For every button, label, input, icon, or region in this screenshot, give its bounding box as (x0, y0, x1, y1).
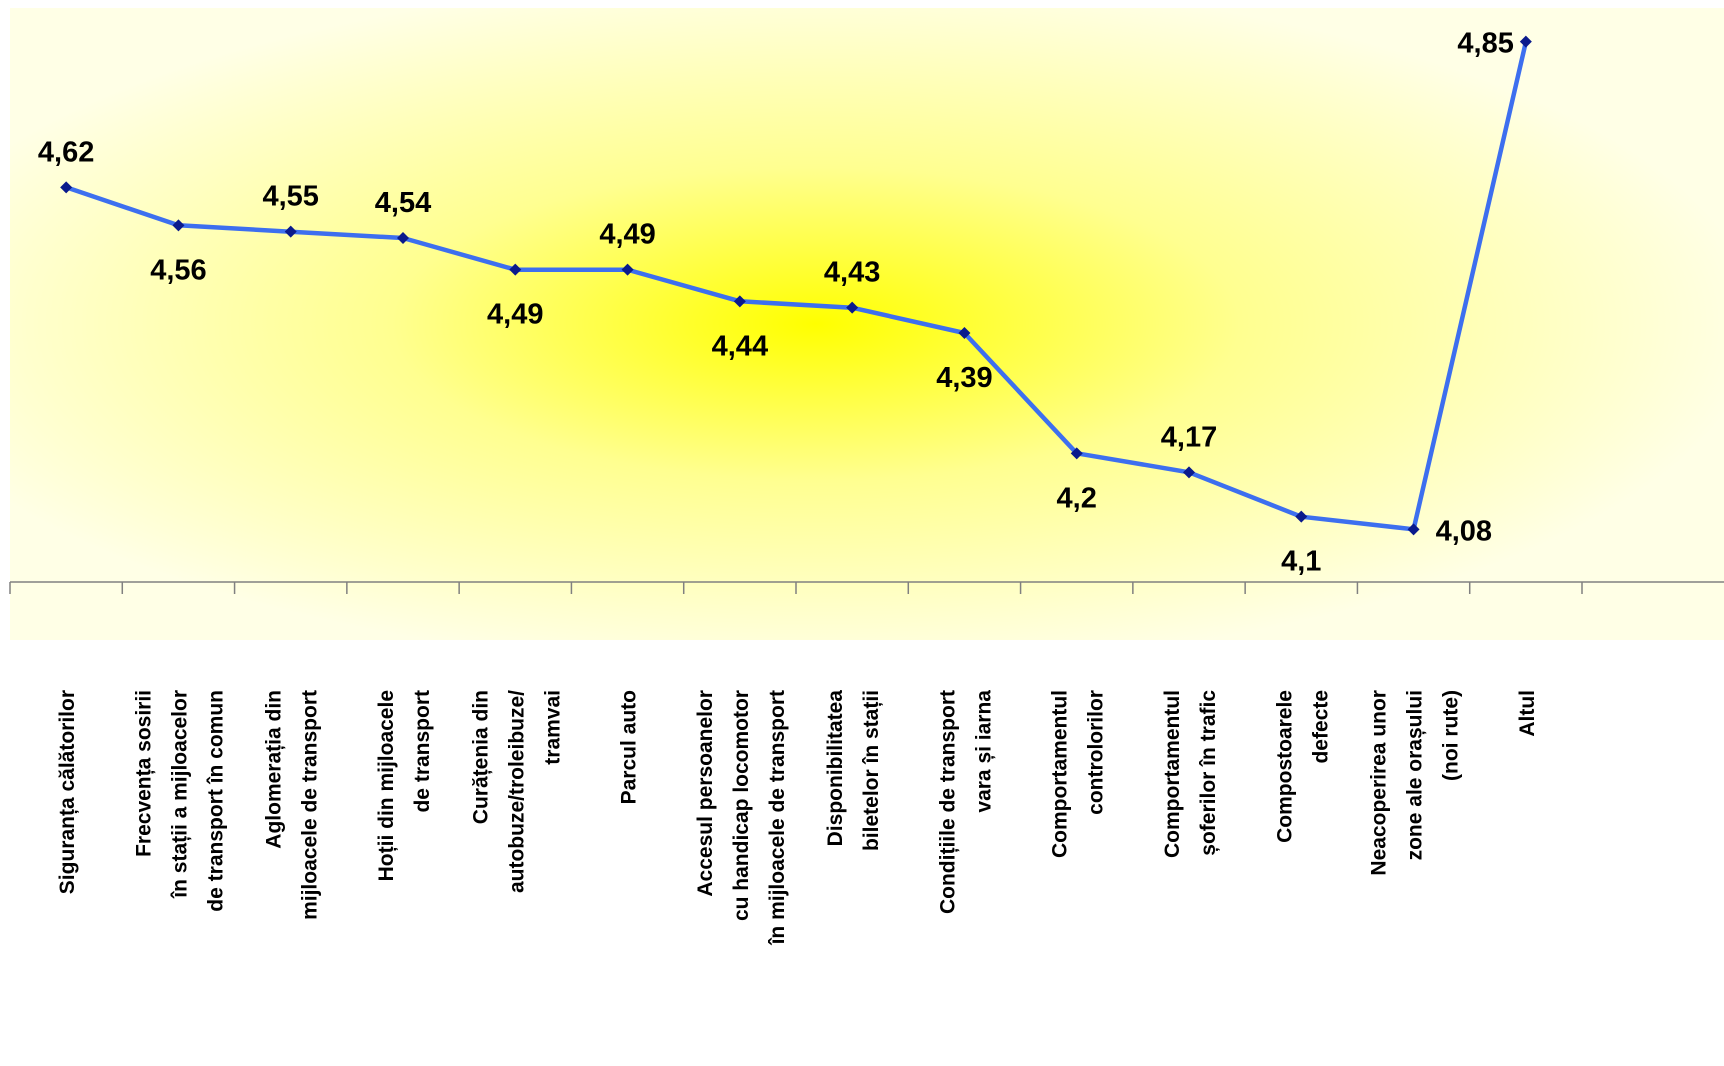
x-tick-label-line: de transport în comun (204, 690, 227, 912)
x-tick-label: Siguranța călătorilor (56, 690, 79, 894)
x-tick-label-line: vara și iarna (972, 690, 995, 813)
x-tick-label-line: zone ale orașului (1404, 690, 1427, 860)
data-label: 4,49 (599, 219, 655, 251)
data-point (958, 327, 971, 339)
x-tick-label: Hoții din mijloacele de transport (375, 690, 434, 881)
data-point (1070, 447, 1083, 460)
data-labels: 4,62 4,56 4,55 4,54 4,49 4,49 4,44 4,43 4,39 4,2 4… (38, 28, 1514, 578)
data-label: 4,1 (1281, 546, 1321, 578)
data-label: 4,2 (1057, 482, 1097, 514)
x-tick-label: Curățenia din autobuze/troleibuze/tramvai (469, 690, 564, 893)
data-label: 4,43 (824, 257, 880, 289)
data-point (846, 301, 859, 314)
data-label: 4,62 (38, 136, 94, 168)
x-tick-label: Frecvența sosirii în stații a mijloacelor… (132, 690, 227, 912)
x-tick-label: Comportamentul controlorilor (1049, 690, 1108, 858)
x-tick-label: Altul (1516, 690, 1539, 737)
data-point (1407, 523, 1420, 536)
data-label: 4,85 (1457, 28, 1513, 60)
x-tick-label: Condițiile de transport vara și iarna (936, 690, 995, 914)
x-tick-label-line: Comportamentul (1049, 690, 1072, 858)
data-label: 4,55 (262, 181, 318, 213)
data-point (1183, 466, 1195, 479)
series-line-group (65, 41, 1529, 532)
data-point (1519, 35, 1532, 48)
x-tick-label-line: tramvai (541, 690, 564, 765)
data-label: 4,49 (487, 299, 543, 331)
x-tick-label-line: șoferilor în trafic (1197, 690, 1220, 856)
data-point (733, 295, 746, 308)
data-point (60, 181, 73, 194)
data-markers (60, 35, 1532, 536)
x-tick-labels: Siguranța călătorilor Frecvența sosirii în… (56, 690, 1539, 946)
data-label: 4,54 (375, 187, 431, 219)
x-tick-label-line: în mijloacele de transport (766, 690, 789, 945)
x-tick-label-line: Frecvența sosirii (132, 690, 155, 857)
x-tick-label-line: în stații a mijloacelor (168, 690, 191, 899)
x-tick-label-line: Neacoperirea unor (1368, 690, 1391, 876)
x-tick-label: Compostoarele defecte (1273, 690, 1332, 843)
x-tick-label-line: Disponibilitatea (824, 690, 847, 847)
data-label: 4,39 (936, 362, 992, 394)
x-tick-label-line: defecte (1309, 690, 1332, 764)
x-tick-label-line: Aglomerația din (263, 690, 286, 849)
x-tick-label-line: biletelor în stații (860, 690, 883, 851)
data-point (509, 263, 522, 276)
data-point (172, 219, 185, 232)
x-tick-label: Disponibilitatea biletelor în stații (824, 690, 883, 851)
x-tick-label: Neacoperirea unor zone ale orașului (noi r… (1368, 690, 1463, 876)
plot-area-background (10, 8, 1724, 640)
data-point (284, 225, 297, 238)
x-tick-label-line: Altul (1516, 690, 1539, 737)
series-line (65, 41, 1529, 532)
x-tick-label: Aglomerația din mijloacele de transport (263, 690, 322, 920)
data-point (397, 232, 409, 244)
x-axis (9, 581, 1724, 594)
x-tick-label-line: autobuze/troleibuze/ (505, 690, 528, 893)
x-tick-label-line: Compostoarele (1273, 690, 1296, 843)
x-tick-label-line: Condițiile de transport (936, 690, 959, 914)
x-tick-label-line: de transport (411, 690, 434, 813)
x-tick-label-line: mijloacele de transport (299, 690, 322, 920)
x-tick-label-line: Parcul auto (618, 690, 641, 804)
data-label: 4,17 (1161, 421, 1217, 453)
data-label: 4,08 (1436, 515, 1492, 547)
x-tick-label: Accesul persoanelor cu handicap locomotor… (694, 690, 789, 945)
data-point (621, 263, 634, 276)
x-tick-label-line: Accesul persoanelor (694, 690, 717, 897)
x-tick-label-line: (noi rute) (1440, 690, 1463, 781)
x-tick-label-line: Siguranța călătorilor (56, 690, 79, 894)
x-tick-label-line: cu handicap locomotor (730, 690, 753, 921)
x-tick-label-line: Hoții din mijloacele (375, 690, 398, 881)
x-tick-label-line: Comportamentul (1161, 690, 1184, 858)
x-tick-label: Parcul auto (618, 690, 641, 804)
data-label: 4,44 (712, 330, 768, 362)
data-point (1295, 510, 1308, 523)
x-tick-label: Comportamentul șoferilor în trafic (1161, 690, 1220, 858)
data-label: 4,56 (150, 254, 206, 286)
x-tick-label-line: controlorilor (1085, 690, 1108, 815)
x-tick-label-line: Curățenia din (469, 690, 492, 824)
